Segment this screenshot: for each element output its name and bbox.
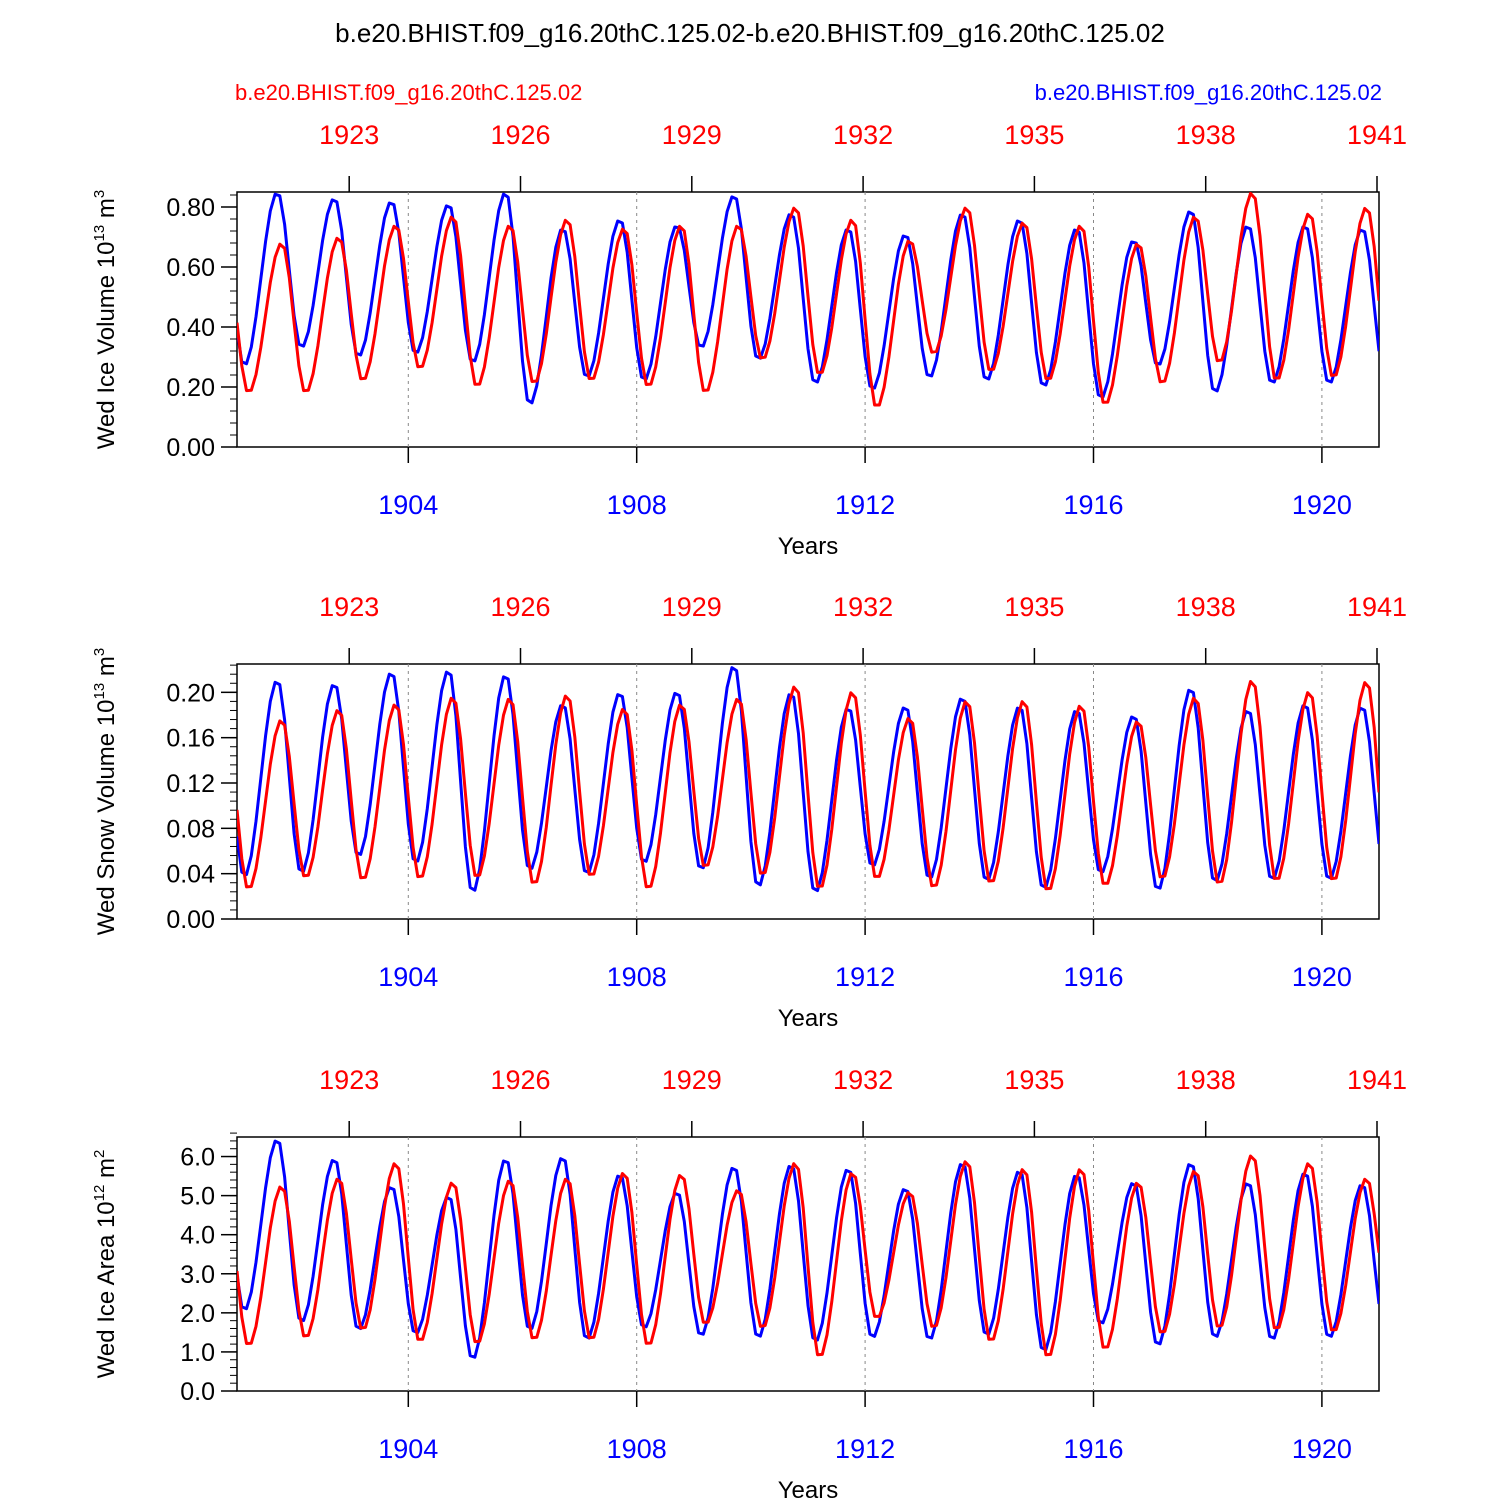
x-top-tick-label: 1932 xyxy=(833,120,893,150)
x-top-tick-label: 1926 xyxy=(490,1065,550,1095)
x-top-tick-label: 1923 xyxy=(319,1065,379,1095)
x-top-tick-label: 1941 xyxy=(1347,1065,1407,1095)
y-tick-label: 6.0 xyxy=(180,1144,215,1172)
x-bottom-tick-label: 1912 xyxy=(835,490,895,520)
x-top-tick-label: 1929 xyxy=(662,120,722,150)
x-top-tick-label: 1926 xyxy=(490,592,550,622)
series-line-blue xyxy=(237,192,1379,405)
y-label-exponent: 12 xyxy=(91,1185,108,1202)
x-top-tick-label: 1932 xyxy=(833,592,893,622)
y-axis-label: Wed Ice Volume 1013 m3 xyxy=(91,190,120,449)
y-tick-label: 2.0 xyxy=(180,1300,215,1328)
x-bottom-tick-label: 1916 xyxy=(1063,962,1123,992)
plot-frame xyxy=(236,1136,1380,1392)
y-tick-label: 0.16 xyxy=(166,725,215,753)
x-bottom-tick-label: 1916 xyxy=(1063,490,1123,520)
plot-frame xyxy=(236,191,1380,448)
x-top-tick-label: 1923 xyxy=(319,592,379,622)
x-bottom-tick-label: 1908 xyxy=(607,962,667,992)
chart-panel-3: 0.0 1.0 2.0 3.0 4.0 5.0 6.0 1904 1908 1912 1916 192… xyxy=(91,1065,1407,1500)
y-tick-label: 5.0 xyxy=(180,1183,215,1211)
x-top-tick-label: 1938 xyxy=(1176,1065,1236,1095)
x-top-tick-label: 1923 xyxy=(319,120,379,150)
x-bottom-tick-label: 1920 xyxy=(1292,962,1352,992)
y-label-unit-exponent: 3 xyxy=(91,190,108,198)
y-tick-label: 0.00 xyxy=(166,434,215,462)
x-top-tick-label: 1935 xyxy=(1004,120,1064,150)
y-tick-label: 4.0 xyxy=(180,1222,215,1250)
y-label-exponent: 13 xyxy=(91,225,108,242)
y-label-text: Wed Ice Area 10 xyxy=(93,1201,120,1378)
x-bottom-tick-label: 1916 xyxy=(1063,1434,1123,1464)
x-axis-label: Years xyxy=(778,533,839,560)
x-top-tick-label: 1929 xyxy=(662,1065,722,1095)
y-label-unit: m xyxy=(93,656,120,683)
series-line-blue xyxy=(237,1139,1379,1359)
legend-blue-case: b.e20.BHIST.f09_g16.20thC.125.02 xyxy=(1034,80,1382,105)
x-bottom-tick-label: 1904 xyxy=(378,962,438,992)
y-tick-label: 0.80 xyxy=(166,194,215,222)
x-top-tick-label: 1941 xyxy=(1347,120,1407,150)
y-label-text: Wed Snow Volume 10 xyxy=(93,700,120,936)
y-tick-label: 0.00 xyxy=(166,906,215,934)
series-line-red xyxy=(237,192,1379,407)
x-bottom-tick-label: 1912 xyxy=(835,962,895,992)
x-top-tick-label: 1932 xyxy=(833,1065,893,1095)
y-label-unit: m xyxy=(93,1158,120,1185)
y-tick-label: 1.0 xyxy=(180,1339,215,1367)
x-bottom-tick-label: 1912 xyxy=(835,1434,895,1464)
chart-panel-1: 0.00 0.20 0.40 0.60 0.80 1904 1908 1912 1916 1920… xyxy=(91,120,1407,560)
x-top-tick-label: 1935 xyxy=(1004,1065,1064,1095)
legend-red-case: b.e20.BHIST.f09_g16.20thC.125.02 xyxy=(235,80,583,105)
y-label-unit-exponent: 2 xyxy=(91,1150,108,1158)
y-tick-label: 0.12 xyxy=(166,770,215,798)
x-bottom-tick-label: 1904 xyxy=(378,1434,438,1464)
x-axis-label: Years xyxy=(778,1005,839,1032)
y-label-text: Wed Ice Volume 10 xyxy=(93,242,120,450)
x-bottom-tick-label: 1920 xyxy=(1292,490,1352,520)
y-label-unit: m xyxy=(93,198,120,225)
y-label-unit-exponent: 3 xyxy=(91,648,108,656)
x-bottom-tick-label: 1908 xyxy=(607,490,667,520)
series-line-red xyxy=(237,1154,1379,1357)
y-axis-label: Wed Ice Area 1012 m2 xyxy=(91,1150,120,1379)
page-title: b.e20.BHIST.f09_g16.20thC.125.02-b.e20.B… xyxy=(335,18,1165,48)
x-top-tick-label: 1926 xyxy=(490,120,550,150)
x-top-tick-label: 1938 xyxy=(1176,120,1236,150)
series-line-red xyxy=(237,680,1379,891)
y-axis-label: Wed Snow Volume 1013 m3 xyxy=(91,648,120,935)
x-top-tick-label: 1938 xyxy=(1176,592,1236,622)
y-tick-label: 0.0 xyxy=(180,1378,215,1406)
x-top-tick-label: 1935 xyxy=(1004,592,1064,622)
y-tick-label: 0.40 xyxy=(166,314,215,342)
x-bottom-tick-label: 1904 xyxy=(378,490,438,520)
x-top-tick-label: 1941 xyxy=(1347,592,1407,622)
x-bottom-tick-label: 1908 xyxy=(607,1434,667,1464)
series-line-blue xyxy=(237,666,1379,893)
x-axis-label: Years xyxy=(778,1477,839,1500)
y-tick-label: 0.60 xyxy=(166,254,215,282)
x-bottom-tick-label: 1920 xyxy=(1292,1434,1352,1464)
y-tick-label: 0.20 xyxy=(166,374,215,402)
chart-panel-2: 0.00 0.04 0.08 0.12 0.16 0.20 1904 1908 1912 1916… xyxy=(91,592,1407,1032)
x-top-tick-label: 1929 xyxy=(662,592,722,622)
y-tick-label: 0.08 xyxy=(166,815,215,843)
y-label-exponent: 13 xyxy=(91,683,108,700)
y-tick-label: 0.04 xyxy=(166,861,215,889)
y-tick-label: 3.0 xyxy=(180,1261,215,1289)
y-tick-label: 0.20 xyxy=(166,679,215,707)
